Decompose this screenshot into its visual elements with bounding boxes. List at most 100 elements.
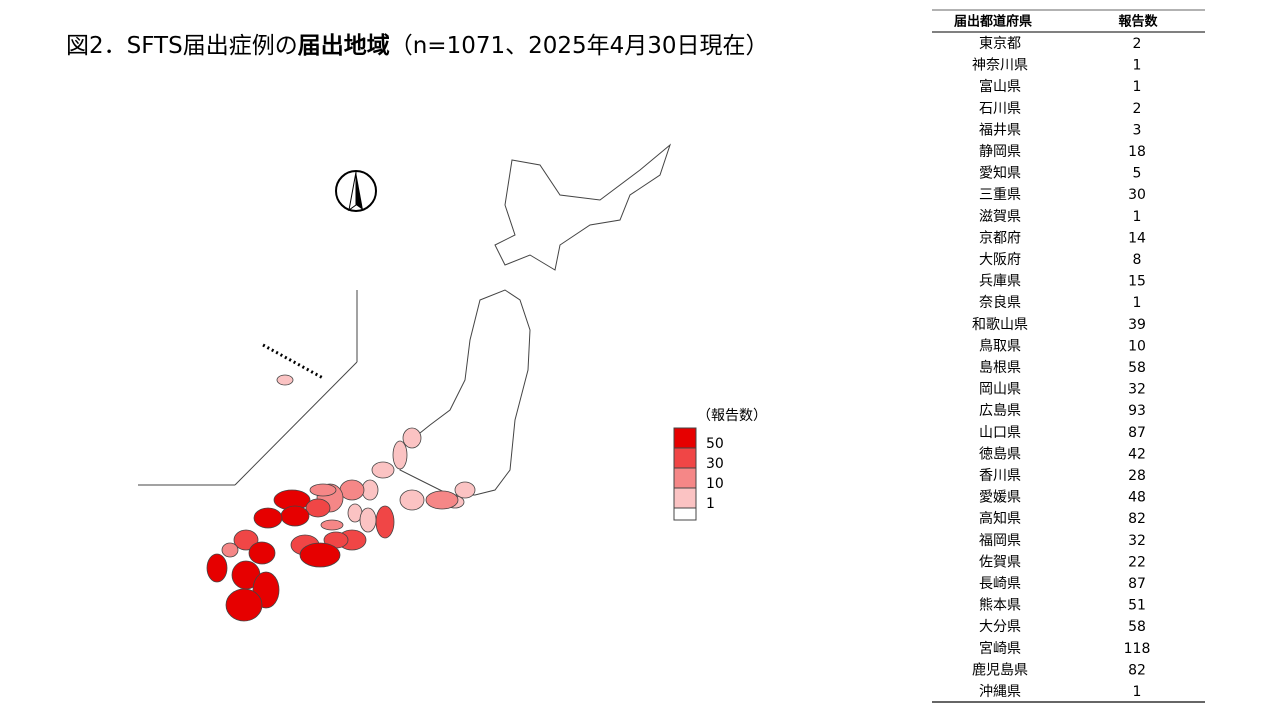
table-cell: 48 (1128, 490, 1146, 506)
table-cell: 2 (1133, 36, 1142, 52)
title: 図2．SFTS届出症例の届出地域（n=1071、2025年4月30日現在） (66, 26, 769, 60)
table-cell: 兵庫県 (979, 273, 1021, 290)
legend-swatch (673, 427, 697, 449)
table-cell: 30 (1128, 187, 1146, 203)
prefecture (225, 588, 263, 622)
table-cell: 静岡県 (979, 144, 1021, 160)
table-cell: 1 (1133, 684, 1142, 700)
table-cell: 広島県 (979, 403, 1021, 419)
north-arrow (335, 170, 377, 212)
prefecture (375, 505, 395, 539)
table-cell: 42 (1128, 446, 1146, 462)
table-cell: 長崎県 (979, 576, 1021, 592)
honshu-east (399, 289, 531, 496)
table-cell: 22 (1128, 554, 1146, 570)
table-cell: 87 (1128, 425, 1146, 441)
table-cell: 石川県 (979, 101, 1021, 117)
title-prefix: 図2．SFTS届出症例の (66, 33, 298, 59)
table-cell: 岡山県 (979, 382, 1021, 398)
table-cell: 32 (1128, 533, 1146, 549)
table-cell: 1 (1133, 209, 1142, 225)
prefecture (276, 374, 294, 386)
inset-frame (138, 290, 358, 486)
table-cell: 大分県 (979, 619, 1021, 635)
table-cell: 宮崎県 (979, 641, 1021, 657)
table-cell: 愛知県 (979, 165, 1021, 182)
table-cell: 58 (1128, 360, 1146, 376)
table-cell: 福岡県 (979, 533, 1021, 549)
prefecture (425, 490, 459, 510)
prefecture (399, 489, 425, 511)
table-cell: 神奈川県 (972, 58, 1028, 74)
table-cell: 東京都 (979, 36, 1021, 52)
table-cell: 51 (1128, 598, 1146, 614)
table-cell: 徳島県 (979, 446, 1021, 462)
inset-divider (262, 343, 324, 380)
table-cell: 和歌山県 (972, 317, 1028, 333)
table-cell: 福井県 (979, 122, 1021, 138)
prefecture (371, 461, 395, 479)
prefecture (309, 483, 337, 497)
table-cell: 18 (1128, 144, 1146, 160)
table-cell: 39 (1128, 317, 1146, 333)
table-cell: 熊本県 (979, 598, 1021, 614)
table-cell: 5 (1133, 166, 1142, 182)
legend-swatch (673, 487, 697, 509)
table-cell: 奈良県 (979, 295, 1021, 311)
table-cell: 山口県 (979, 425, 1021, 441)
table-cell: 香川県 (979, 468, 1021, 484)
table-header: 報告数 (1118, 14, 1158, 30)
table-cell: 87 (1128, 576, 1146, 592)
legend-label: 50 (706, 436, 724, 452)
base-map (399, 143, 672, 496)
hokkaido (494, 143, 672, 271)
legend-zero-swatch (673, 507, 697, 521)
prefecture (248, 541, 276, 565)
table-cell: 82 (1128, 662, 1146, 678)
table-cell: 高知県 (979, 510, 1021, 527)
prefecture (221, 542, 239, 558)
table-cell: 大阪府 (979, 252, 1021, 268)
table-cell: 58 (1128, 619, 1146, 635)
prefecture (299, 542, 341, 568)
legend-swatch (673, 447, 697, 469)
table-cell: 富山県 (979, 78, 1021, 95)
prefecture (233, 529, 259, 551)
table-cell: 2 (1133, 101, 1142, 117)
table-cell: 愛媛県 (979, 490, 1021, 506)
prefecture (280, 505, 310, 527)
legend-swatch (673, 467, 697, 489)
title-bold: 届出地域 (297, 33, 390, 59)
table-cell: 京都府 (979, 230, 1021, 246)
table-cell: 14 (1128, 230, 1146, 246)
prefecture (305, 498, 331, 518)
table-cell: 鹿児島県 (972, 661, 1028, 678)
table-cell: 三重県 (979, 187, 1021, 203)
table-cell: 82 (1128, 511, 1146, 527)
table-cell: 3 (1133, 122, 1142, 138)
prefecture (320, 519, 344, 531)
table-cell: 佐賀県 (979, 554, 1021, 570)
table-cell: 島根県 (979, 360, 1021, 376)
prefecture (339, 479, 365, 501)
table-cell: 沖縄県 (979, 684, 1021, 700)
legend-label: 1 (706, 496, 715, 512)
table-header: 届出都道府県 (954, 14, 1032, 30)
table-cell: 15 (1128, 274, 1146, 290)
prefecture (206, 553, 228, 583)
table-cell: 鳥取県 (979, 338, 1021, 354)
prefecture (253, 507, 283, 529)
legend-label: 30 (706, 456, 724, 472)
table-cell: 1 (1133, 295, 1142, 311)
table-cell: 1 (1133, 79, 1142, 95)
table-cell: 118 (1124, 641, 1151, 657)
prefecture (402, 427, 422, 449)
prefecture (454, 481, 476, 499)
title-suffix: （n=1071、2025年4月30日現在） (389, 33, 769, 59)
table-cell: 滋賀県 (979, 209, 1021, 225)
prefecture (359, 507, 377, 533)
table-cell: 8 (1133, 252, 1142, 268)
legend-title: （報告数） (697, 408, 767, 424)
